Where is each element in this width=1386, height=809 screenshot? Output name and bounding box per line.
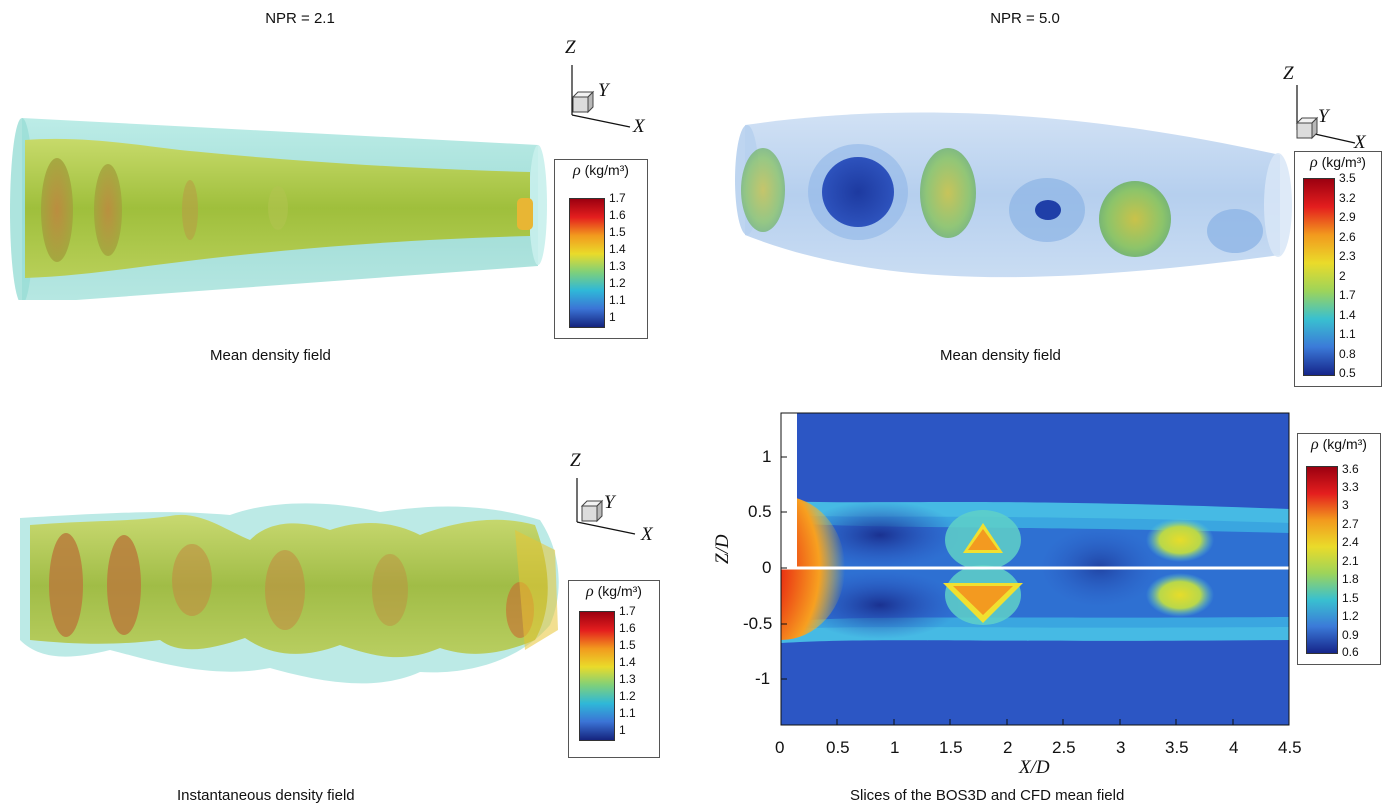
y-axis-label: Y <box>1318 106 1329 127</box>
colorbar-npr50-mean: ρ (kg/m³) 3.5 3.2 2.9 2.6 2.3 2 1.7 1.4 … <box>1294 151 1382 387</box>
nozzle-exit <box>517 198 533 230</box>
shock-cell <box>107 535 141 635</box>
shock-cell <box>49 533 83 637</box>
z-axis-label: Z <box>570 450 581 471</box>
x-tick: 2 <box>1003 738 1013 757</box>
y-axis-label: Y <box>604 492 615 513</box>
expansion-core <box>822 157 894 227</box>
instantaneous-density-render-npr21 <box>20 503 559 684</box>
x-tick: 1 <box>890 738 900 757</box>
shock-cell <box>41 158 73 262</box>
x-tick: 3 <box>1116 738 1126 757</box>
y-tick: 0 <box>762 558 772 577</box>
x-axis-label: X <box>633 116 645 137</box>
mean-density-render-npr21 <box>10 118 547 300</box>
z-axis-label: Z <box>565 37 576 58</box>
colorbar-npr21-mean: ρ (kg/m³) 1.7 1.6 1.5 1.4 1.3 1.2 1.1 1 <box>554 159 648 339</box>
x-tick: 4.5 <box>1278 738 1302 757</box>
y-tick: -1 <box>755 669 771 688</box>
left-heading: NPR = 2.1 <box>265 10 335 27</box>
x-tick: 0.5 <box>826 738 850 757</box>
y-tick: 0.5 <box>748 502 772 521</box>
x-axis-label: X <box>641 524 653 545</box>
caption-npr21-instantaneous: Instantaneous density field <box>177 787 355 804</box>
y-axis-label: Y <box>598 80 609 101</box>
nozzle-wall <box>781 413 797 568</box>
x-tick: 3.5 <box>1165 738 1189 757</box>
caption-npr50-mean: Mean density field <box>940 347 1061 364</box>
shock-cell <box>94 164 122 256</box>
x-tick: 2.5 <box>1052 738 1076 757</box>
x-tick: 0 <box>775 738 785 757</box>
x-tick: 1.5 <box>939 738 963 757</box>
slice-heatmap <box>780 412 1290 726</box>
x-axis-title: X/D <box>1019 757 1050 778</box>
axis-triad <box>571 65 631 128</box>
colorbar-npr50-slices: ρ (kg/m³) 3.6 3.3 3 2.7 2.4 2.1 1.8 1.5 … <box>1297 433 1381 665</box>
colorbar-npr21-instantaneous: ρ (kg/m³) 1.7 1.6 1.5 1.4 1.3 1.2 1.1 1 <box>568 580 660 758</box>
right-heading: NPR = 5.0 <box>990 10 1060 27</box>
x-tick: 4 <box>1229 738 1239 757</box>
shock-cell <box>920 148 976 238</box>
shock-cell <box>1099 181 1171 257</box>
axis-triad <box>576 478 636 535</box>
axis-triad <box>1295 85 1356 144</box>
caption-npr21-mean: Mean density field <box>210 347 331 364</box>
z-axis-label: Z <box>1283 63 1294 84</box>
mean-density-render-npr50 <box>735 112 1292 278</box>
x-axis-label: X <box>1354 132 1366 153</box>
y-tick: 1 <box>762 447 772 466</box>
y-tick: -0.5 <box>743 614 773 633</box>
shock-cell <box>741 148 785 232</box>
y-axis-title: Z/D <box>712 534 733 564</box>
caption-npr50-slices: Slices of the BOS3D and CFD mean field <box>850 787 1125 804</box>
